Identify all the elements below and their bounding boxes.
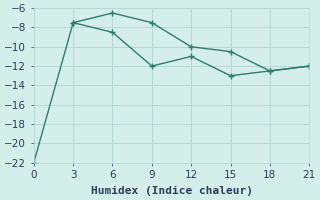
X-axis label: Humidex (Indice chaleur): Humidex (Indice chaleur) [91, 186, 252, 196]
